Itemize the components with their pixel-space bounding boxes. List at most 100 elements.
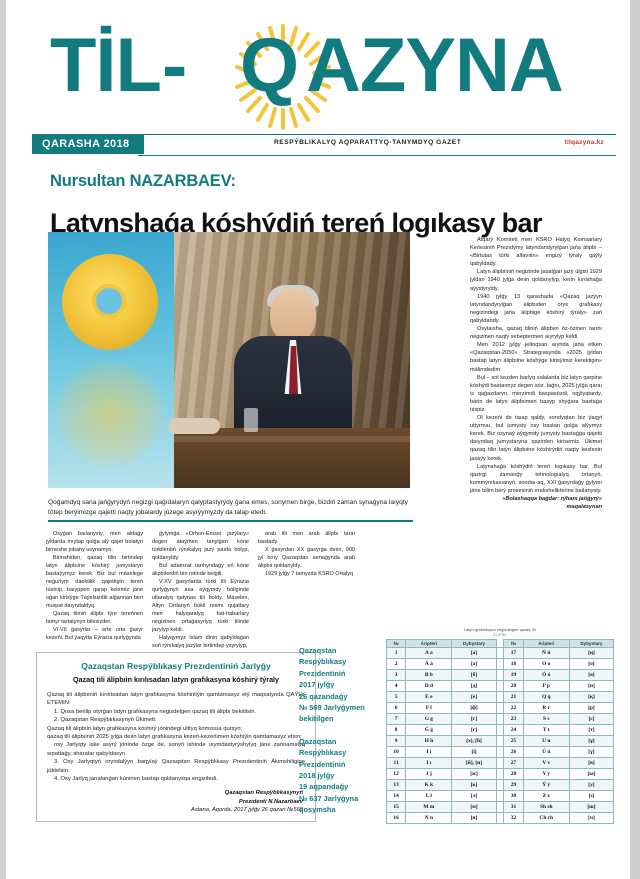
source-line: 19 aqpandaǵy [299,782,349,792]
cell-letter: N n [405,812,453,824]
source-line: № 569 Jarlyǵymen [299,703,365,713]
cell-number: 10 [385,746,407,758]
cell-letter: Ú ú [522,746,570,758]
cell-number: 18 [503,658,524,670]
cell-sound: [a] [451,647,497,659]
source-line: Prezıdentiniń [299,759,346,769]
table-header-row: № Áripteri Dybystary № Áripteri Dybystar… [385,639,615,648]
source-gap [299,725,383,736]
cell-sound: [д] [451,680,497,692]
table-cell-spacer [495,790,505,802]
cell-sound: [о] [568,658,615,670]
body-paragraph: ǵylymǵa «Orhon-Enısei jazýlary» degen at… [152,531,249,561]
photo-desk [174,428,410,488]
table-row: 15 M m [м] 31 Sh sh [ш] [385,801,615,813]
decree-paragraph: 4. Osy Jarlyq jarıalanǵan kúninen bastap… [54,776,218,783]
cell-sound: [ұ] [568,735,615,747]
cell-letter: H h [405,735,453,747]
decree-signature-line1: Qazaqstan Respýblıkasynyń [224,790,303,797]
cell-sound: [ң] [568,647,615,659]
table-cell-spacer [495,702,505,714]
col-number: № [385,639,407,648]
masthead-rule [138,134,616,156]
body-paragraph: Osyǵan baılanysty, men aldaǵy jyldarda m… [46,531,143,553]
masthead: TİL - [12,22,620,140]
cell-letter: Ý ý [522,779,570,791]
cell-sound: [с] [568,713,615,725]
cell-sound: [н] [451,812,497,824]
photo-flag-emblem-lower [56,360,164,468]
decree-signature-line2: Prezıdenti N.Nazarbaev [238,798,303,805]
cell-sound: [л] [451,790,497,802]
table-cell-spacer [495,647,505,659]
source-line: 26 qazandaǵy [299,691,348,701]
source-line: Prezıdentiniń [299,668,346,678]
cell-letter: P p [522,680,570,692]
cell-number: 29 [503,779,524,791]
source-line: Qazaqstan [299,646,337,655]
cell-letter: Ch ch [522,812,570,824]
body-paragraph: VI-VII ǵasyrlar – erte orta ǵasyr kezeńi… [46,627,143,641]
table-cell-spacer [495,680,505,692]
body-paragraph: Bul adamzat tarıhyndaǵy eń kóne álipbıle… [152,563,249,577]
table-cell-spacer [495,735,505,747]
logo: TİL - [12,22,620,130]
cell-sound: [р] [568,702,615,714]
decree-signature: Qazaqstan Respýblıkasynyń Prezıdenti N.N… [49,789,303,814]
cell-letter: T t [522,724,570,736]
table-source-caption: Qazaqstan Respýblıkasy Prezıdentiniń 201… [299,645,383,816]
table-cell-spacer [495,768,505,780]
table-cell-spacer [495,691,505,703]
cell-number: 24 [503,724,524,736]
source-line: Qazaqstan [299,736,337,746]
lead-article-right-column: Atqarý Komıteti men KSRO Halyq Komsarlar… [470,236,602,511]
table-cell-spacer [495,713,505,725]
table-row: 11 I ı [й], [и] 27 V v [в] [385,757,615,769]
decree-paragraph: 3. Osy Jarlyqtyń oryndalýyn baqylaý Qaza… [47,759,305,774]
body-paragraph: Halyqymyz Islam dinin qabyldaǵan soń rýn… [152,635,249,649]
body-paragraph: X ǵasyrdan XX ǵasyrǵa deıin, 900 jyl boı… [258,547,355,569]
photo-flag-emblem [62,254,158,350]
body-paragraph: Qazaq tiliniń álipbı týre tereńnen tamyr… [46,611,143,625]
cell-letter: Y y [522,768,570,780]
cell-letter: U u [522,735,570,747]
cell-number: 19 [503,669,524,681]
photo-flag-backdrop [48,232,174,488]
cell-letter: O o [522,658,570,670]
body-paragraph: arab tili men arab álipbı taraı bastady. [258,531,355,545]
cell-letter: S s [522,713,570,725]
table-cell-spacer [495,801,505,813]
cell-sound: [ш] [568,801,615,813]
body-column: ǵylymǵa «Orhon-Enısei jazýlary» degen at… [152,530,249,650]
page-edge-left [0,0,6,879]
cell-number: 9 [385,735,407,747]
website-link[interactable]: tilqazyna.kz [564,139,604,146]
alphabet-table-block: Latyn grafıkasyna negizdelgen qazaq tili… [385,628,615,824]
cell-sound: [в] [568,757,615,769]
body-column: Osyǵan baılanysty, men aldaǵy jyldarda m… [46,530,143,650]
photo-person-head [270,288,316,342]
cell-letter: B b [405,669,453,681]
cell-number: 25 [503,735,524,747]
logo-text-right: AZYNA [306,23,564,108]
cell-sound: [г] [451,713,497,725]
sun-rays-icon [235,24,331,130]
cell-number: 32 [503,812,524,824]
cell-number: 31 [503,801,524,813]
logo-text-left: TİL [50,23,162,108]
article-photo [48,232,410,488]
lead-paragraph: Bul – sol kezden barlyq salalarda biz la… [470,374,602,413]
cell-sound: [і] [451,746,497,758]
cell-number: 28 [503,768,524,780]
table-cell-spacer [495,779,505,791]
body-column: arab tili men arab álipbı taraı bastady.… [258,530,355,650]
cell-sound: [ө] [568,669,615,681]
decree-paragraph: 1. Qosa berilip otyrǵan latyn grafıkasyn… [54,708,257,715]
